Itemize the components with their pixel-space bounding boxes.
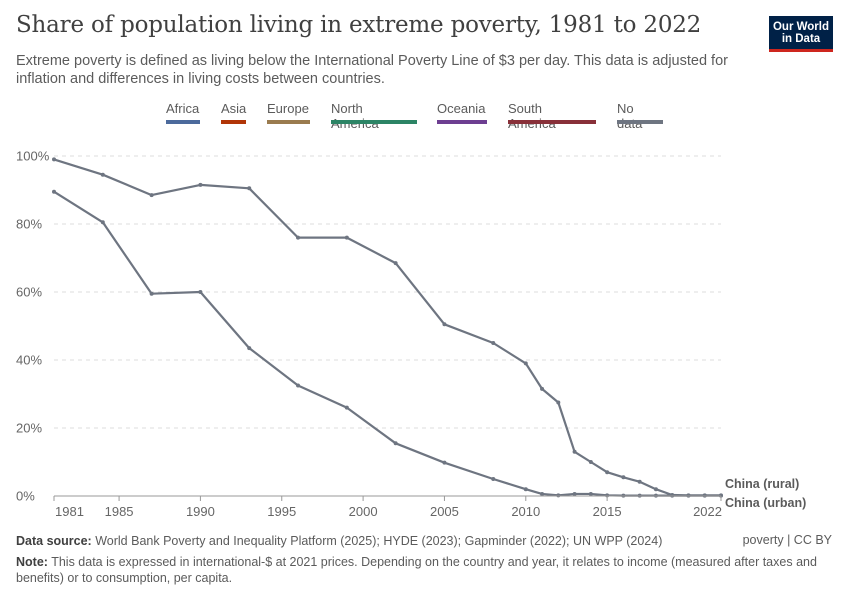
data-point[interactable] [296, 383, 301, 388]
x-tick-label: 2022 [693, 504, 722, 519]
grid [54, 155, 721, 429]
data-point[interactable] [247, 186, 252, 191]
data-point[interactable] [344, 405, 349, 410]
legend-swatch [331, 120, 417, 124]
data-point[interactable] [296, 235, 301, 240]
x-tick-label: 1995 [267, 504, 296, 519]
data-point[interactable] [653, 487, 658, 492]
data-point[interactable] [572, 449, 577, 454]
x-tick-label: 2005 [430, 504, 459, 519]
logo-bar [769, 49, 833, 52]
data-point[interactable] [442, 460, 447, 465]
data-point[interactable] [588, 460, 593, 464]
legend-item-europe[interactable]: Europe [267, 101, 310, 124]
legend-item-north-america[interactable]: North America [331, 101, 417, 131]
series-lines [52, 157, 723, 498]
legend-label: Asia [221, 101, 247, 116]
data-point[interactable] [198, 290, 203, 294]
data-point[interactable] [605, 470, 610, 475]
data-point[interactable] [588, 491, 593, 496]
data-point[interactable] [621, 475, 626, 480]
data-point[interactable] [556, 493, 561, 498]
legend-item-no-data[interactable]: No data [617, 101, 663, 131]
note: Note: This data is expressed in internat… [16, 554, 826, 586]
data-point[interactable] [198, 182, 203, 187]
data-source: Data source: World Bank Poverty and Ineq… [16, 533, 716, 549]
data-point[interactable] [149, 291, 154, 296]
legend-swatch [508, 120, 596, 124]
legend-swatch [221, 120, 246, 124]
data-point[interactable] [247, 346, 252, 351]
legend-label: Oceania [437, 101, 486, 116]
logo-line-1: Our World [772, 21, 829, 33]
series-line[interactable] [53, 158, 721, 497]
legend-item-south-america[interactable]: South America [508, 101, 596, 131]
data-point[interactable] [149, 193, 154, 198]
chart-title: Share of population living in extreme po… [16, 12, 702, 38]
note-label: Note: [16, 555, 48, 569]
data-point[interactable] [556, 400, 561, 405]
data-point[interactable] [100, 172, 105, 177]
x-tick-label: 2015 [593, 504, 622, 519]
data-point[interactable] [523, 487, 528, 492]
y-tick-label: 80% [16, 217, 42, 232]
logo-line-2: in Data [781, 33, 821, 45]
legend-swatch [166, 120, 200, 124]
data-point[interactable] [491, 477, 496, 481]
legend-item-africa[interactable]: Africa [166, 101, 200, 124]
y-tick-label: 100% [16, 149, 50, 164]
legend-item-oceania[interactable]: Oceania [437, 101, 487, 124]
data-point[interactable] [100, 220, 105, 225]
data-point[interactable] [540, 386, 545, 391]
y-tick-label: 40% [16, 353, 42, 368]
note-text: This data is expressed in international-… [16, 555, 817, 585]
legend-label: Europe [267, 101, 309, 116]
data-point[interactable] [491, 341, 496, 345]
legend-label: Africa [166, 101, 200, 116]
data-point[interactable] [572, 491, 577, 496]
license[interactable]: poverty | CC BY [742, 533, 832, 547]
legend-swatch [617, 120, 663, 124]
data-point[interactable] [52, 157, 56, 162]
series-labels: China (rural) China (urban) [725, 477, 806, 510]
data-point[interactable] [393, 441, 398, 446]
y-tick-label: 20% [16, 421, 42, 436]
x-tick-label: 1985 [105, 504, 134, 519]
series-line[interactable] [53, 190, 721, 497]
owid-logo[interactable]: Our World in Data [769, 16, 833, 52]
chart-subtitle: Extreme poverty is defined as living bel… [16, 53, 728, 87]
data-point[interactable] [393, 261, 398, 266]
x-tick-label: 1990 [186, 504, 215, 519]
x-tick-label: 1981 [55, 504, 84, 519]
series-label[interactable]: China (urban) [725, 496, 806, 510]
source-text[interactable]: World Bank Poverty and Inequality Platfo… [95, 534, 663, 548]
source-label: Data source: [16, 534, 92, 548]
x-tick-label: 2000 [349, 504, 378, 519]
data-point[interactable] [637, 479, 642, 484]
line-chart: 0% 20% 40% 60% 80% 100% 1981 1985 1990 1995 2000 20… [16, 149, 806, 520]
data-point[interactable] [344, 235, 349, 240]
data-point[interactable] [52, 189, 56, 194]
axes: 0% 20% 40% 60% 80% 100% 1981 1985 1990 1995 2000 20… [16, 149, 722, 520]
y-tick-label: 0% [16, 489, 35, 504]
legend-item-asia[interactable]: Asia [221, 101, 247, 124]
data-point[interactable] [540, 491, 545, 496]
data-point[interactable] [523, 361, 528, 366]
legend-swatch [267, 120, 310, 124]
legend-swatch [437, 120, 487, 124]
series-label[interactable]: China (rural) [725, 477, 799, 491]
data-point[interactable] [442, 322, 447, 327]
x-tick-label: 2010 [511, 504, 540, 519]
y-tick-label: 60% [16, 285, 42, 300]
